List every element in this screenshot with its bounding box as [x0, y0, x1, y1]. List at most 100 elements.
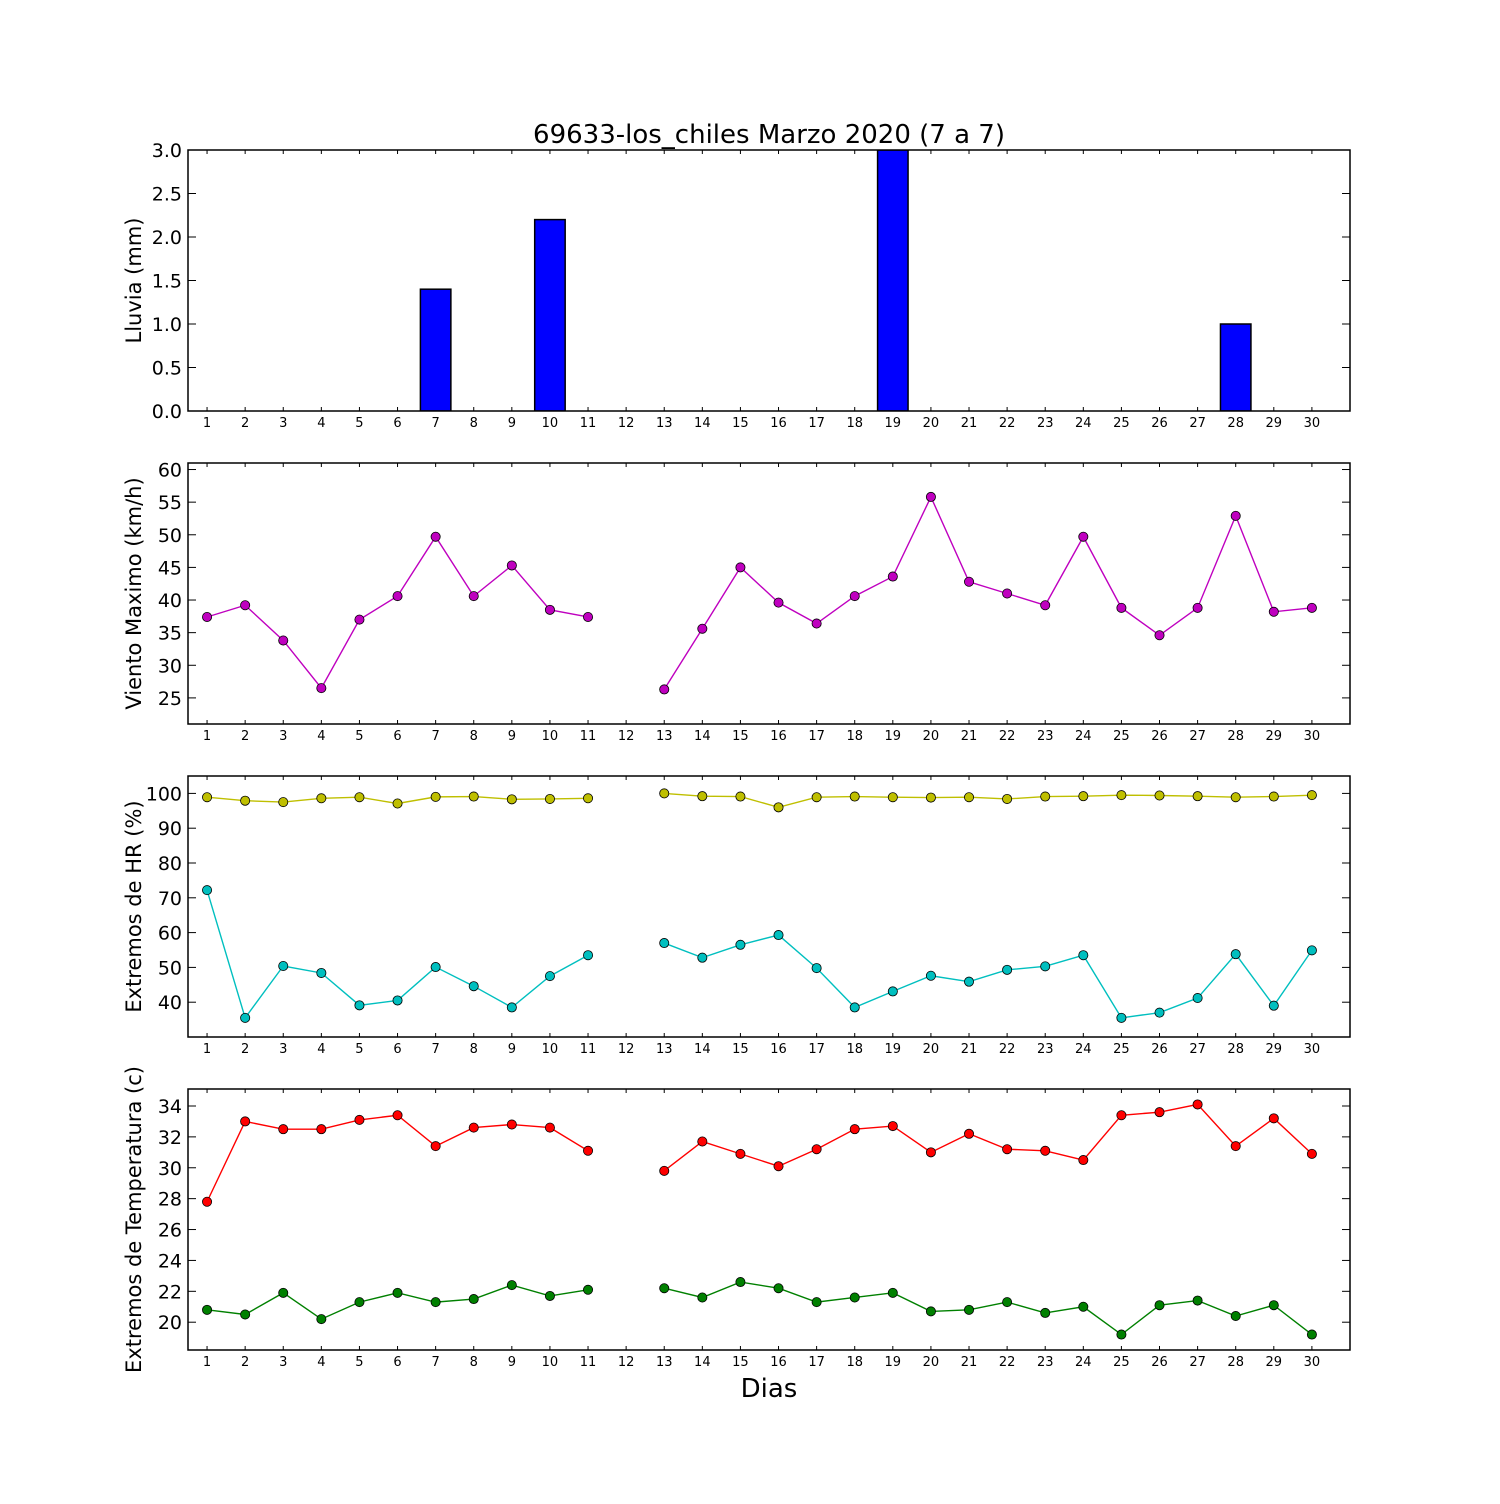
point-hr-max-4 — [316, 793, 327, 804]
point-temp-min-25 — [1116, 1329, 1127, 1340]
x-tick-label-humidity: 27 — [1189, 1042, 1206, 1057]
x-tick-label-humidity: 26 — [1151, 1042, 1168, 1057]
x-tick-label-humidity: 18 — [846, 1042, 863, 1057]
point-hr-min-1 — [202, 885, 213, 896]
x-tick-label-temperature: 22 — [999, 1355, 1016, 1370]
y-tick-label-humidity: 100 — [146, 783, 182, 805]
panel-frame-wind — [187, 462, 1351, 725]
point-hr-max-26 — [1154, 790, 1165, 801]
x-tick-label-humidity: 1 — [203, 1042, 211, 1057]
plot-area-humidity — [202, 788, 1317, 1023]
point-hr-max-7 — [430, 791, 441, 802]
x-tick-label-wind: 1 — [203, 729, 211, 744]
plot-area-rain — [419, 150, 1252, 411]
point-temp-max-30 — [1306, 1148, 1317, 1159]
x-tick-label-wind: 23 — [1037, 729, 1054, 744]
point-temp-max-1 — [202, 1196, 213, 1207]
y-axis-label-humidity: Extremos de HR (%) — [122, 800, 146, 1012]
point-hr-max-2 — [240, 795, 251, 806]
y-tick-label-wind: 60 — [158, 460, 182, 482]
x-tick-label-wind: 30 — [1304, 729, 1321, 744]
x-tick-label-temperature: 11 — [580, 1355, 597, 1370]
point-hr-max-29 — [1268, 791, 1279, 802]
x-tick-label-temperature: 27 — [1189, 1355, 1206, 1370]
point-hr-max-11 — [583, 793, 594, 804]
point-wind-max-10 — [544, 604, 555, 615]
point-temp-max-2 — [240, 1116, 251, 1127]
point-temp-min-9 — [506, 1280, 517, 1291]
point-hr-max-16 — [773, 802, 784, 813]
point-hr-min-4 — [316, 967, 327, 978]
point-temp-min-21 — [964, 1304, 975, 1315]
point-hr-min-21 — [964, 976, 975, 987]
x-tick-label-humidity: 14 — [694, 1042, 711, 1057]
x-tick-label-rain: 22 — [999, 416, 1016, 431]
point-wind-max-17 — [811, 618, 822, 629]
x-tick-label-wind: 22 — [999, 729, 1016, 744]
point-temp-min-8 — [468, 1294, 479, 1305]
point-temp-max-28 — [1230, 1141, 1241, 1152]
x-tick-label-temperature: 26 — [1151, 1355, 1168, 1370]
x-tick-label-humidity: 20 — [923, 1042, 940, 1057]
x-tick-label-rain: 4 — [317, 416, 325, 431]
point-hr-max-23 — [1040, 791, 1051, 802]
point-temp-min-24 — [1078, 1301, 1089, 1312]
series-line-temp-max — [663, 1103, 1313, 1172]
y-tick-label-wind: 55 — [158, 492, 182, 514]
x-tick-label-rain: 1 — [203, 416, 211, 431]
point-temp-max-4 — [316, 1124, 327, 1135]
point-hr-min-7 — [430, 962, 441, 973]
point-wind-max-15 — [735, 562, 746, 573]
plot-area-temperature — [202, 1099, 1317, 1340]
point-wind-max-30 — [1306, 602, 1317, 613]
panel-frame-temperature — [187, 1088, 1351, 1351]
point-wind-max-29 — [1268, 606, 1279, 617]
y-tick-label-humidity: 60 — [158, 923, 182, 945]
point-wind-max-2 — [240, 600, 251, 611]
x-tick-label-rain: 27 — [1189, 416, 1206, 431]
point-hr-min-20 — [925, 970, 936, 981]
point-temp-min-10 — [544, 1290, 555, 1301]
y-tick-label-rain: 1.0 — [152, 314, 182, 336]
x-tick-label-wind: 8 — [470, 729, 478, 744]
x-tick-label-temperature: 23 — [1037, 1355, 1054, 1370]
point-wind-max-11 — [583, 611, 594, 622]
y-tick-label-humidity: 80 — [158, 853, 182, 875]
x-tick-label-wind: 24 — [1075, 729, 1092, 744]
x-tick-label-temperature: 6 — [393, 1355, 401, 1370]
point-hr-max-10 — [544, 793, 555, 804]
x-tick-label-humidity: 29 — [1266, 1042, 1283, 1057]
point-temp-max-13 — [659, 1165, 670, 1176]
bar-19 — [876, 150, 909, 411]
bar-10 — [533, 218, 566, 411]
x-tick-label-humidity: 25 — [1113, 1042, 1130, 1057]
y-tick-label-rain: 3.0 — [152, 140, 182, 162]
y-tick-label-wind: 50 — [158, 525, 182, 547]
point-temp-max-25 — [1116, 1110, 1127, 1121]
x-tick-label-temperature: 24 — [1075, 1355, 1092, 1370]
point-temp-max-9 — [506, 1119, 517, 1130]
x-tick-label-rain: 20 — [923, 416, 940, 431]
point-hr-min-3 — [278, 961, 289, 972]
point-temp-min-20 — [925, 1306, 936, 1317]
x-tick-label-humidity: 6 — [393, 1042, 401, 1057]
x-tick-label-temperature: 29 — [1266, 1355, 1283, 1370]
x-tick-label-wind: 29 — [1266, 729, 1283, 744]
point-temp-min-14 — [697, 1292, 708, 1303]
y-tick-label-wind: 35 — [158, 623, 182, 645]
point-temp-max-10 — [544, 1122, 555, 1133]
point-temp-max-16 — [773, 1161, 784, 1172]
point-hr-max-3 — [278, 797, 289, 808]
point-temp-max-5 — [354, 1114, 365, 1125]
plot-area-wind — [202, 491, 1317, 695]
x-tick-label-rain: 18 — [846, 416, 863, 431]
point-temp-max-6 — [392, 1110, 403, 1121]
x-tick-label-rain: 5 — [355, 416, 363, 431]
point-hr-min-9 — [506, 1002, 517, 1013]
point-hr-max-17 — [811, 792, 822, 803]
x-tick-label-rain: 13 — [656, 416, 673, 431]
point-temp-min-13 — [659, 1283, 670, 1294]
point-wind-max-21 — [964, 576, 975, 587]
